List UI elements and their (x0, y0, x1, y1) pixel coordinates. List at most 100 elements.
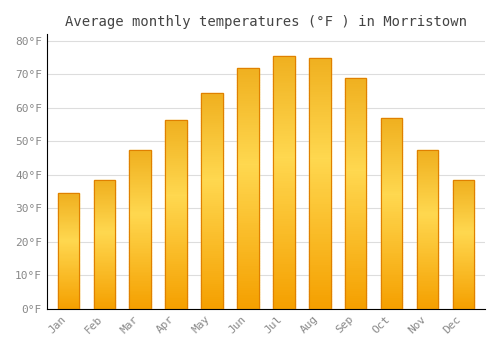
Bar (417, 267, 438, 269)
Bar (237, 162, 258, 164)
Bar (273, 223, 294, 225)
Bar (202, 140, 223, 142)
Bar (237, 253, 258, 256)
Bar (237, 299, 258, 301)
Bar (237, 234, 258, 237)
Bar (130, 255, 151, 256)
Bar (345, 159, 366, 161)
Bar (452, 180, 474, 309)
Bar (309, 218, 330, 221)
Bar (237, 121, 258, 123)
Bar (309, 78, 330, 80)
Bar (309, 163, 330, 166)
Bar (345, 196, 366, 198)
Bar (166, 199, 187, 201)
Bar (166, 225, 187, 228)
Bar (309, 253, 330, 256)
Bar (58, 229, 79, 230)
Bar (417, 282, 438, 283)
Bar (345, 112, 366, 115)
Bar (202, 251, 223, 253)
Bar (202, 201, 223, 203)
Bar (345, 281, 366, 284)
Bar (94, 252, 115, 253)
Bar (166, 182, 187, 184)
Bar (309, 279, 330, 281)
Bar (130, 221, 151, 223)
Bar (273, 240, 294, 243)
Bar (309, 186, 330, 188)
Bar (202, 151, 223, 153)
Bar (166, 169, 187, 171)
Bar (273, 114, 294, 117)
Bar (58, 231, 79, 232)
Bar (130, 185, 151, 186)
Bar (130, 159, 151, 161)
Bar (381, 179, 402, 181)
Bar (237, 301, 258, 304)
Bar (452, 273, 474, 274)
Bar (130, 299, 151, 301)
Bar (452, 276, 474, 278)
Bar (273, 79, 294, 81)
Bar (58, 267, 79, 268)
Bar (452, 247, 474, 248)
Bar (237, 174, 258, 176)
Bar (381, 292, 402, 294)
Bar (345, 184, 366, 186)
Bar (381, 274, 402, 276)
Bar (130, 282, 151, 283)
Bar (237, 294, 258, 297)
Bar (58, 227, 79, 228)
Bar (309, 201, 330, 203)
Bar (166, 186, 187, 188)
Bar (94, 210, 115, 211)
Bar (309, 304, 330, 306)
Bar (237, 304, 258, 306)
Bar (202, 95, 223, 97)
Bar (58, 247, 79, 249)
Bar (381, 210, 402, 211)
Bar (237, 297, 258, 299)
Bar (202, 164, 223, 166)
Bar (452, 240, 474, 242)
Bar (166, 256, 187, 258)
Bar (237, 203, 258, 205)
Bar (237, 92, 258, 94)
Bar (309, 88, 330, 90)
Bar (381, 127, 402, 130)
Bar (309, 233, 330, 236)
Bar (381, 288, 402, 290)
Bar (237, 306, 258, 309)
Bar (237, 183, 258, 186)
Bar (202, 149, 223, 151)
Bar (417, 223, 438, 224)
Bar (381, 208, 402, 210)
Bar (94, 185, 115, 186)
Bar (94, 217, 115, 218)
Bar (130, 232, 151, 234)
Bar (237, 87, 258, 90)
Bar (345, 307, 366, 309)
Bar (58, 226, 79, 227)
Bar (202, 257, 223, 259)
Bar (345, 219, 366, 221)
Bar (452, 214, 474, 215)
Bar (202, 294, 223, 296)
Bar (166, 303, 187, 305)
Bar (130, 294, 151, 296)
Bar (273, 69, 294, 71)
Bar (130, 274, 151, 275)
Bar (166, 205, 187, 206)
Bar (94, 208, 115, 210)
Bar (345, 300, 366, 302)
Bar (94, 212, 115, 214)
Bar (166, 294, 187, 295)
Bar (166, 218, 187, 220)
Bar (166, 271, 187, 273)
Bar (309, 65, 330, 68)
Bar (452, 182, 474, 184)
Bar (309, 105, 330, 108)
Bar (130, 271, 151, 272)
Bar (452, 307, 474, 309)
